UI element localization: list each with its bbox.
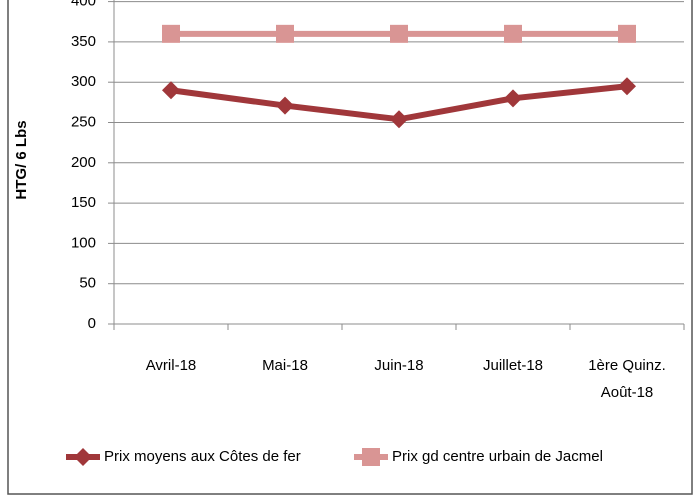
legend-marker bbox=[362, 448, 380, 466]
y-tick-label: 200 bbox=[71, 154, 96, 171]
chart-border bbox=[7, 0, 693, 495]
data-point bbox=[162, 24, 180, 43]
x-tick-label: Juin-18 bbox=[374, 357, 424, 374]
data-point bbox=[390, 24, 408, 43]
y-tick-label: 300 bbox=[71, 73, 96, 90]
data-point bbox=[504, 24, 522, 43]
data-point bbox=[618, 24, 636, 43]
x-tick-label: Juillet-18 bbox=[482, 357, 544, 374]
y-tick-label: 350 bbox=[71, 33, 96, 50]
legend-label: Prix moyens aux Côtes de fer bbox=[104, 448, 301, 465]
x-tick-label: 1ère Quinz. Août-18 bbox=[588, 357, 666, 401]
y-tick-label: 150 bbox=[71, 194, 96, 211]
legend-marker bbox=[74, 448, 92, 466]
y-tick-label: 50 bbox=[79, 275, 96, 292]
data-point bbox=[276, 24, 294, 43]
y-axis-title: HTG/ 6 Lbs bbox=[13, 120, 30, 199]
x-tick-label: Avril-18 bbox=[145, 357, 197, 374]
data-point bbox=[504, 89, 522, 108]
data-point bbox=[276, 96, 294, 115]
y-tick-label: 0 bbox=[88, 315, 96, 332]
legend-label: Prix gd centre urbain de Jacmel bbox=[392, 448, 603, 465]
data-point bbox=[390, 110, 408, 129]
y-tick-label: 250 bbox=[71, 113, 96, 130]
data-point bbox=[618, 77, 636, 96]
x-tick-label: Mai-18 bbox=[262, 357, 308, 374]
y-tick-label: 100 bbox=[71, 234, 96, 251]
y-tick-label: 400 bbox=[71, 0, 96, 10]
data-point bbox=[162, 81, 180, 100]
